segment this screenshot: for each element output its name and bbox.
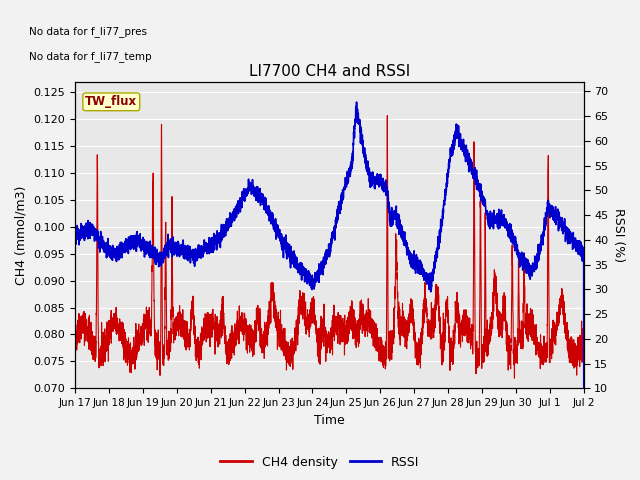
X-axis label: Time: Time [314,414,345,427]
Y-axis label: RSSI (%): RSSI (%) [612,208,625,262]
Text: No data for f_li77_pres: No data for f_li77_pres [29,26,147,37]
Text: No data for f_li77_temp: No data for f_li77_temp [29,51,152,62]
Title: LI7700 CH4 and RSSI: LI7700 CH4 and RSSI [249,64,410,79]
Legend: CH4 density, RSSI: CH4 density, RSSI [216,451,424,474]
Y-axis label: CH4 (mmol/m3): CH4 (mmol/m3) [15,185,28,285]
Text: TW_flux: TW_flux [85,96,138,108]
